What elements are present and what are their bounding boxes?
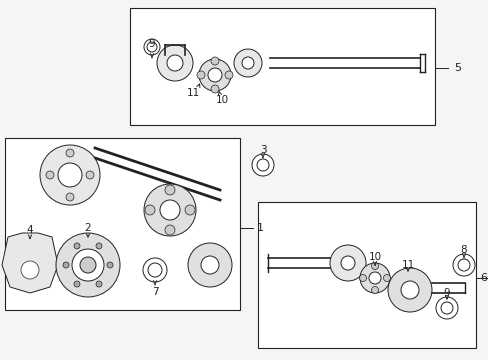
Circle shape [329, 245, 365, 281]
Circle shape [199, 59, 230, 91]
Bar [258, 202, 475, 348]
Circle shape [80, 257, 96, 273]
Text: 2: 2 [84, 223, 91, 233]
Circle shape [187, 243, 231, 287]
Circle shape [251, 154, 273, 176]
Circle shape [56, 233, 120, 297]
Circle shape [242, 57, 253, 69]
Text: 3: 3 [259, 145, 266, 155]
Text: 5: 5 [453, 63, 461, 73]
Circle shape [58, 163, 82, 187]
Bar [5, 138, 240, 310]
Circle shape [72, 249, 104, 281]
Text: 1: 1 [256, 223, 263, 233]
Circle shape [160, 200, 180, 220]
Circle shape [201, 256, 219, 274]
Circle shape [142, 258, 167, 282]
Circle shape [387, 268, 431, 312]
Polygon shape [2, 233, 58, 293]
Text: 7: 7 [151, 287, 158, 297]
Circle shape [457, 259, 469, 271]
Text: 9: 9 [443, 288, 449, 298]
Circle shape [167, 55, 183, 71]
Bar [130, 8, 434, 125]
Circle shape [371, 287, 378, 293]
Circle shape [46, 171, 54, 179]
Circle shape [371, 262, 378, 270]
Text: 10: 10 [215, 95, 228, 105]
Circle shape [210, 85, 219, 93]
Text: 4: 4 [27, 225, 33, 235]
Circle shape [359, 263, 389, 293]
Circle shape [452, 254, 474, 276]
Circle shape [435, 297, 457, 319]
Circle shape [74, 281, 80, 287]
Circle shape [147, 42, 157, 52]
Circle shape [66, 149, 74, 157]
Circle shape [164, 225, 175, 235]
Text: 11: 11 [401, 260, 414, 270]
Circle shape [234, 49, 262, 77]
Circle shape [145, 205, 155, 215]
Circle shape [359, 274, 366, 282]
Circle shape [210, 57, 219, 65]
Circle shape [96, 281, 102, 287]
Circle shape [207, 68, 222, 82]
Text: 6: 6 [480, 273, 487, 283]
Text: 11: 11 [186, 88, 199, 98]
Text: 10: 10 [367, 252, 381, 262]
Circle shape [197, 71, 204, 79]
Circle shape [66, 193, 74, 201]
Circle shape [40, 145, 100, 205]
Circle shape [400, 281, 418, 299]
Circle shape [107, 262, 113, 268]
Circle shape [143, 184, 196, 236]
Circle shape [368, 272, 380, 284]
Circle shape [164, 185, 175, 195]
Text: 9: 9 [148, 39, 155, 49]
Circle shape [224, 71, 232, 79]
Text: 8: 8 [460, 245, 467, 255]
Circle shape [96, 243, 102, 249]
Circle shape [157, 45, 193, 81]
Circle shape [63, 262, 69, 268]
Circle shape [440, 302, 452, 314]
Circle shape [21, 261, 39, 279]
Circle shape [257, 159, 268, 171]
Circle shape [383, 274, 390, 282]
Circle shape [143, 39, 160, 55]
Circle shape [340, 256, 354, 270]
Circle shape [184, 205, 195, 215]
Circle shape [148, 263, 162, 277]
Circle shape [74, 243, 80, 249]
Circle shape [86, 171, 94, 179]
